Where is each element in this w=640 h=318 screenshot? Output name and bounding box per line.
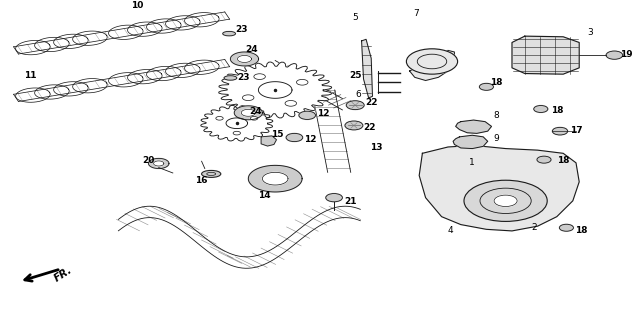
Circle shape [346, 101, 364, 110]
Circle shape [326, 194, 342, 202]
Circle shape [552, 127, 568, 135]
Circle shape [296, 80, 308, 85]
Polygon shape [410, 50, 454, 80]
Text: 8: 8 [493, 111, 499, 120]
Polygon shape [456, 120, 492, 133]
Text: 18: 18 [550, 106, 563, 115]
Text: 4: 4 [448, 226, 453, 235]
Circle shape [216, 116, 223, 120]
Polygon shape [219, 62, 332, 118]
Text: 16: 16 [195, 176, 208, 185]
Polygon shape [226, 118, 248, 128]
Polygon shape [419, 145, 579, 231]
Polygon shape [259, 82, 292, 98]
Text: 6: 6 [356, 90, 361, 99]
Polygon shape [237, 55, 252, 62]
Polygon shape [241, 109, 255, 116]
Text: 18: 18 [575, 226, 588, 235]
Text: 23: 23 [237, 73, 250, 82]
Polygon shape [154, 161, 164, 166]
Text: 13: 13 [370, 143, 383, 152]
Circle shape [606, 51, 623, 59]
Polygon shape [147, 66, 181, 81]
Circle shape [250, 116, 258, 120]
Text: 19: 19 [620, 50, 632, 59]
Polygon shape [184, 60, 219, 74]
Polygon shape [109, 73, 143, 87]
Polygon shape [166, 63, 200, 78]
Circle shape [537, 156, 551, 163]
Polygon shape [35, 37, 69, 52]
Polygon shape [248, 165, 302, 192]
Ellipse shape [224, 76, 237, 80]
Text: 18: 18 [490, 78, 503, 86]
Text: 9: 9 [494, 134, 499, 143]
Text: 1: 1 [470, 158, 475, 167]
Circle shape [406, 49, 458, 74]
Polygon shape [262, 172, 288, 185]
Polygon shape [127, 70, 162, 84]
Polygon shape [13, 12, 230, 54]
Text: 11: 11 [24, 71, 37, 80]
Text: FR.: FR. [52, 265, 74, 284]
Polygon shape [127, 22, 162, 36]
Circle shape [285, 100, 296, 106]
Polygon shape [234, 106, 262, 120]
Polygon shape [184, 13, 219, 27]
Circle shape [345, 121, 363, 130]
Text: 10: 10 [131, 1, 144, 10]
Text: 24: 24 [250, 107, 262, 116]
Text: 21: 21 [344, 197, 356, 206]
Polygon shape [35, 85, 69, 99]
Polygon shape [362, 39, 372, 98]
Text: 23: 23 [236, 25, 248, 34]
Polygon shape [15, 40, 50, 55]
Circle shape [534, 106, 548, 113]
Polygon shape [15, 88, 50, 102]
Text: 20: 20 [142, 156, 155, 165]
Circle shape [254, 74, 266, 80]
Text: 2: 2 [532, 223, 537, 232]
Polygon shape [73, 79, 107, 93]
Circle shape [479, 83, 493, 90]
Text: 18: 18 [557, 156, 570, 165]
Text: 7: 7 [413, 10, 419, 18]
Polygon shape [230, 52, 259, 66]
Circle shape [243, 95, 254, 100]
Polygon shape [13, 59, 230, 101]
Text: 15: 15 [271, 130, 284, 139]
Text: 17: 17 [570, 126, 582, 135]
Polygon shape [54, 82, 88, 96]
Circle shape [233, 131, 241, 135]
Text: 12: 12 [317, 109, 330, 118]
Polygon shape [73, 31, 107, 45]
Text: 22: 22 [365, 98, 378, 107]
Text: 5: 5 [353, 13, 358, 22]
Polygon shape [166, 16, 200, 30]
Polygon shape [512, 36, 579, 74]
Polygon shape [147, 19, 181, 33]
Text: 22: 22 [364, 123, 376, 133]
Circle shape [559, 224, 573, 231]
Circle shape [299, 111, 316, 120]
Text: 24: 24 [245, 45, 258, 54]
Polygon shape [54, 34, 88, 49]
Polygon shape [453, 135, 488, 149]
Text: 14: 14 [258, 190, 271, 200]
Polygon shape [148, 158, 169, 169]
Circle shape [286, 133, 303, 142]
Polygon shape [201, 105, 273, 141]
Circle shape [494, 195, 517, 206]
Polygon shape [261, 136, 276, 146]
Text: 25: 25 [349, 71, 362, 80]
Polygon shape [109, 25, 143, 39]
Text: 12: 12 [304, 135, 317, 143]
Circle shape [464, 180, 547, 221]
Ellipse shape [202, 170, 221, 177]
Text: 3: 3 [588, 29, 593, 38]
Ellipse shape [223, 31, 236, 36]
